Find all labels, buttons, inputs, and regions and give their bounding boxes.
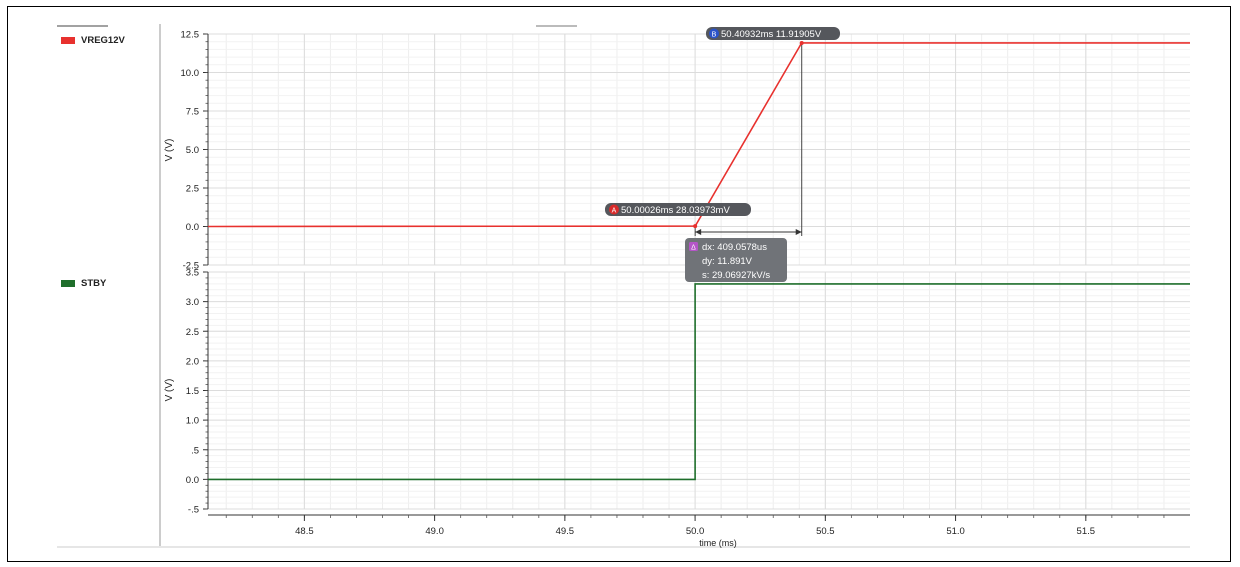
legend-label-vreg12v: VREG12V <box>81 35 125 46</box>
y-tick-label: 3.5 <box>186 268 199 279</box>
y-tick-label: 5.0 <box>186 145 199 156</box>
delta-dy: dy: 11.891V <box>702 256 753 267</box>
x-tick-label: 49.5 <box>556 526 575 537</box>
y-tick-label: 3.0 <box>186 297 199 308</box>
y-tick-label: 2.0 <box>186 356 199 367</box>
y-tick-label: 2.5 <box>186 184 199 195</box>
legend-label-stby: STBY <box>81 278 107 289</box>
delta-box <box>685 238 787 282</box>
x-tick-label: 50.0 <box>686 526 705 537</box>
x-tick-label: 49.0 <box>425 526 444 537</box>
legend-swatch-stby <box>61 280 75 287</box>
x-tick-label: 50.5 <box>816 526 835 537</box>
y-tick-label: .5 <box>191 445 199 456</box>
marker-b-box <box>706 27 840 40</box>
delta-symbol: Δ <box>691 245 696 252</box>
marker-b-symbol: B <box>712 32 717 39</box>
series-line-vreg12v[interactable] <box>207 42 1190 228</box>
y-axis-label-stby: V (V) <box>164 379 175 402</box>
legend-item-vreg12v[interactable]: VREG12V <box>61 35 125 46</box>
y-tick-label: -2.5 <box>183 261 199 272</box>
y-tick-label: 1.5 <box>186 386 199 397</box>
delta-readout[interactable]: Δ dx: 409.0578us dy: 11.891V s: 29.06927… <box>685 238 787 282</box>
marker-b-point[interactable] <box>799 40 804 45</box>
marker-a-box <box>605 203 751 216</box>
x-axis-label: time (ms) <box>699 538 737 548</box>
delta-arrowhead-left <box>695 229 702 235</box>
series-line-stby[interactable] <box>208 283 1190 481</box>
legend-item-stby[interactable]: STBY <box>61 278 106 289</box>
y-tick-label: 0.0 <box>186 222 199 233</box>
y-tick-label: 7.5 <box>186 107 199 118</box>
marker-b-badge <box>709 28 719 39</box>
x-tick-label: 51.0 <box>946 526 965 537</box>
delta-arrowhead-right <box>795 229 802 235</box>
marker-a-point[interactable] <box>693 224 698 229</box>
marker-b[interactable]: B 50.40932ms 11.91905V <box>706 27 840 40</box>
marker-a-label: 50.00026ms 28.03973mV <box>621 205 730 216</box>
x-tick-label: 48.5 <box>295 526 314 537</box>
y-tick-label: 12.5 <box>181 30 200 41</box>
delta-dx: dx: 409.0578us <box>702 242 767 253</box>
legend-swatch-vreg12v <box>61 37 75 44</box>
y-tick-label: 0.0 <box>186 475 199 486</box>
y-tick-label: -.5 <box>188 505 199 516</box>
delta-badge <box>689 242 698 251</box>
x-tick-label: 51.5 <box>1077 526 1096 537</box>
y-tick-label: 2.5 <box>186 327 199 338</box>
y-tick-label: 1.0 <box>186 416 199 427</box>
y-axis-label-vreg12v: V (V) <box>164 139 175 162</box>
marker-a[interactable]: A 50.00026ms 28.03973mV <box>605 203 751 216</box>
y-tick-label: 10.0 <box>181 68 200 79</box>
marker-b-label: 50.40932ms 11.91905V <box>721 29 822 40</box>
panel-vreg12v: 12.5 10.0 7.5 5.0 2.5 0.0 -2.5 V (V) <box>164 30 1190 272</box>
delta-slope: s: 29.06927kV/s <box>702 270 770 281</box>
marker-a-symbol: A <box>612 208 617 215</box>
panel-stby: 3.5 3.0 2.5 2.0 1.5 1.0 .5 0.0 -.5 V (V) 48.5 49.0 4… <box>164 268 1190 548</box>
marker-a-badge <box>609 204 619 215</box>
